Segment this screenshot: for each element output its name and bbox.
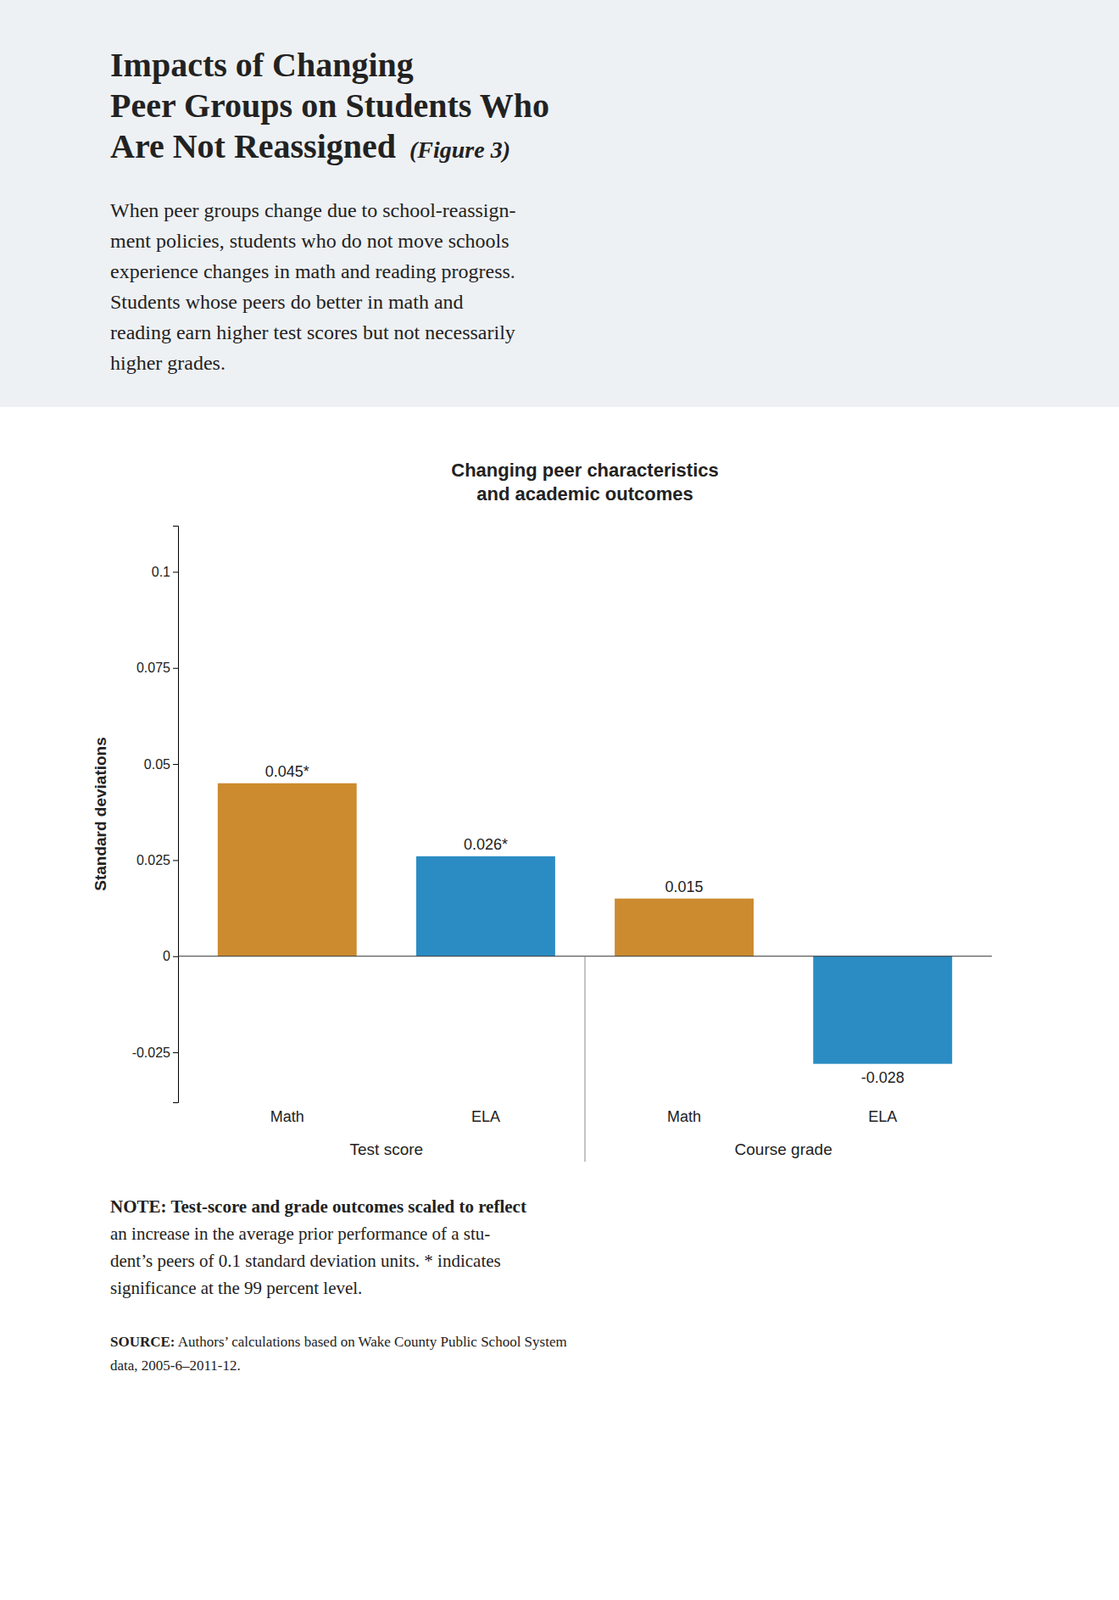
y-axis-title: Standard deviations [91,736,110,891]
x-tick: Math [270,1107,305,1125]
y-tick-mark [172,668,179,669]
y-tick: 0.1 [151,564,179,579]
chart-title: Changing peer characteristicsand academi… [450,459,719,505]
subtitle: experience changes in math and reading p… [110,260,516,283]
y-tick: 0 [162,948,179,964]
y-tick-mark [172,763,179,765]
bar [614,898,754,957]
x-tick-label: ELA [471,1107,501,1125]
y-tick: 0.05 [144,757,179,772]
y-tick-label: 0.025 [136,852,171,868]
y-tick-label: 0.075 [136,660,171,675]
x-tick-label: Math [667,1107,702,1125]
source: data, 2005-6–2011-12. [110,1357,241,1374]
note: dent’s peers of 0.1 standard deviation u… [110,1250,502,1271]
source: Authors’ calculations based on Wake Coun… [175,1333,568,1350]
data-label: 0.045* [265,762,310,780]
y-tick-label: 0 [162,948,171,964]
chart-container: Impacts of ChangingPeer Groups on Studen… [0,0,1119,1600]
y-axis-line [172,526,179,1103]
header-title: Impacts of Changing [110,45,414,84]
header-title: Are Not Reassigned [110,127,396,166]
group-label: Test score [350,1140,424,1158]
y-tick: 0.075 [136,660,179,675]
y-tick-mark [172,956,179,958]
note: significance at the 99 percent level. [110,1277,362,1298]
data-label: 0.026* [463,835,508,853]
chart-title-line: and academic outcomes [476,483,694,505]
subtitle: reading earn higher test scores but not … [110,321,516,344]
header-title: Peer Groups on Students Who [110,86,550,125]
y-tick-label: -0.025 [132,1045,171,1060]
note: NOTE: Test-score and grade outcomes scal… [110,1196,527,1217]
subtitle: higher grades. [110,351,226,374]
x-tick: ELA [471,1107,501,1125]
y-tick-mark [172,1052,179,1053]
y-tick-mark [172,571,179,573]
data-label: -0.028 [861,1068,905,1086]
x-tick: Math [667,1107,702,1125]
data-label: 0.015 [665,878,704,896]
source-label: SOURCE: [110,1333,176,1350]
bar [217,783,357,957]
group-label: Course grade [734,1140,833,1158]
chart-title-line: Changing peer characteristics [450,459,719,481]
y-tick-mark [172,859,179,861]
bar [416,856,556,957]
group-separator [584,956,586,1162]
x-tick: ELA [868,1107,897,1125]
y-tick: -0.025 [132,1045,179,1060]
subtitle: ment policies, students who do not move … [110,229,510,252]
y-tick-label: 0.05 [144,757,171,772]
x-axis: Math ELA Math ELA [270,1107,897,1125]
y-tick-label: 0.1 [151,564,171,579]
bar [812,956,952,1064]
chart-svg: Impacts of ChangingPeer Groups on Studen… [0,0,1119,1600]
y-axis: -0.025 0 0.025 0.05 0.075 0.1 [132,526,179,1103]
header-background [0,0,1119,407]
note: an increase in the average prior perform… [110,1223,490,1244]
x-tick-label: ELA [868,1107,897,1125]
x-tick-label: Math [270,1107,305,1125]
figure-ref: (Figure 3) [409,136,511,163]
y-tick: 0.025 [136,852,179,868]
subtitle: Students whose peers do better in math a… [110,290,464,313]
subtitle: When peer groups change due to school-re… [110,199,517,222]
